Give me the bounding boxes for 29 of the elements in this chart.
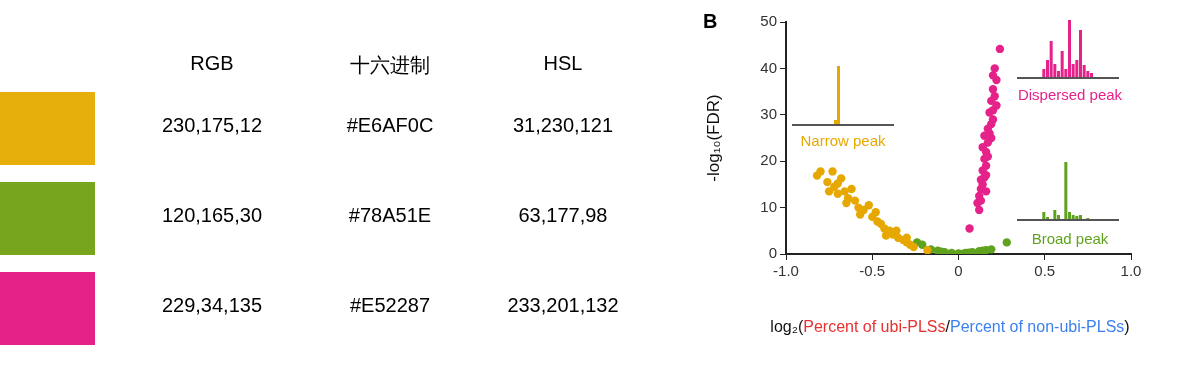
annotation: Broad peak xyxy=(1030,230,1110,247)
x-tick-label: -0.5 xyxy=(859,262,886,280)
text: 230,175,12 xyxy=(161,114,263,136)
x-tick-label: -1.0 xyxy=(773,262,799,280)
x-axis-title: log₂(Percent of ubi-PLSs/Percent of non-ubi-PLSs) xyxy=(770,318,1130,335)
y-tick-label: 30 xyxy=(760,104,777,122)
x-tick-label: 1.0 xyxy=(1120,262,1142,280)
category-label: RGB xyxy=(189,52,235,75)
text: 120,165,30 xyxy=(161,204,263,226)
x-tick-label: 0.5 xyxy=(1034,262,1056,280)
x-tick-label: 0 xyxy=(954,262,963,280)
y-tick-label: 10 xyxy=(760,197,777,215)
text: #E6AF0C xyxy=(346,114,434,136)
text: 229,34,135 xyxy=(161,294,263,316)
y-tick-label: 20 xyxy=(760,151,777,169)
y-tick-label: 40 xyxy=(760,58,777,76)
annotation: Dispersed peak xyxy=(1016,86,1124,103)
y-tick-label: 50 xyxy=(760,12,777,30)
text: 63,177,98 xyxy=(518,204,608,226)
y-axis-title: -log₁₀(FDR) xyxy=(703,94,723,182)
category-label: HSL xyxy=(542,52,584,75)
text: 233,201,132 xyxy=(507,294,619,316)
text: B xyxy=(703,10,719,33)
text: 31,230,121 xyxy=(512,114,614,136)
annotation: Narrow peak xyxy=(799,132,887,149)
text: #78A51E xyxy=(348,204,432,226)
category-label: 十六进制 xyxy=(349,53,431,78)
text: #E52287 xyxy=(349,294,431,316)
y-tick-label: 0 xyxy=(768,244,777,262)
